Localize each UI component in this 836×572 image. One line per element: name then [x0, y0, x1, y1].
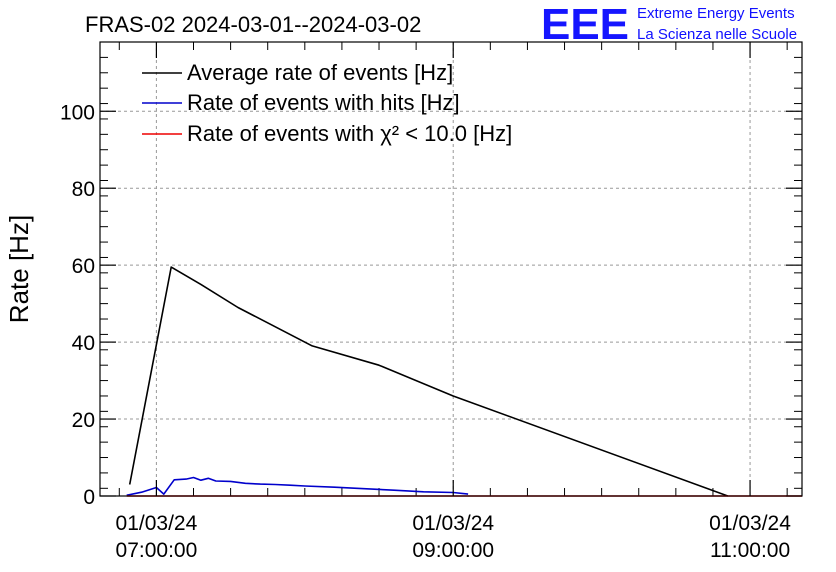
x-tick-label-time: 11:00:00: [710, 539, 790, 562]
grid-lines: [100, 42, 802, 496]
y-tick-label: 80: [72, 178, 95, 201]
logo-mark: EEE: [541, 0, 629, 49]
x-tick-label-date: 01/03/24: [116, 512, 198, 535]
x-tick-label-time: 09:00:00: [412, 539, 494, 562]
y-axis-label: Rate [Hz]: [4, 215, 34, 323]
x-tick-label-date: 01/03/24: [709, 512, 791, 535]
y-tick-label: 0: [83, 486, 95, 509]
plot-frame: [99, 41, 803, 497]
logo-line-1: Extreme Energy Events: [637, 5, 795, 22]
legend-label-hits: Rate of events with hits [Hz]: [187, 90, 460, 115]
legend-label-chi2: Rate of events with χ² < 10.0 [Hz]: [187, 121, 512, 146]
logo-line-2: La Scienza nelle Scuole: [637, 26, 797, 43]
axis-ticks: 0 20 40 60 80 100 01/03/24 07:00:00 01/03/24 09:0…: [60, 42, 802, 562]
y-tick-label: 20: [72, 409, 95, 432]
y-tick-label: 40: [72, 332, 95, 355]
series-lines: [126, 266, 802, 497]
x-tick-label-time: 07:00:00: [116, 539, 198, 562]
y-tick-label: 60: [72, 255, 95, 278]
series-line-hits: [126, 476, 469, 496]
series-line-average: [128, 266, 729, 497]
legend-label-average: Average rate of events [Hz]: [187, 60, 453, 85]
minor-ticks: [100, 42, 802, 496]
x-tick-label-date: 01/03/24: [412, 512, 494, 535]
chart-title: FRAS-02 2024-03-01--2024-03-02: [85, 12, 421, 37]
y-tick-label: 100: [60, 101, 95, 124]
eee-logo: EEE Extreme Energy Events La Scienza nel…: [541, 0, 797, 49]
legend: Average rate of events [Hz] Rate of even…: [142, 60, 512, 146]
